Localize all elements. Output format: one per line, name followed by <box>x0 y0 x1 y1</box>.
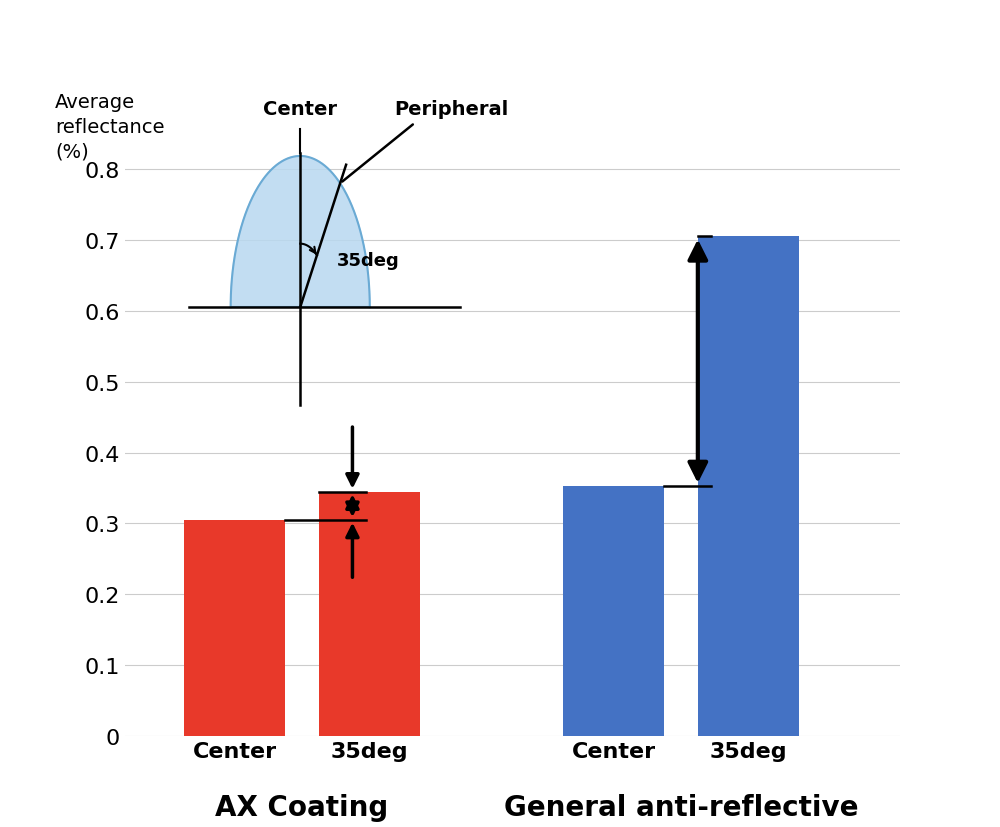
Text: Center: Center <box>263 100 337 119</box>
Bar <box>184 520 285 736</box>
Text: 35deg: 35deg <box>336 251 399 270</box>
Polygon shape <box>231 157 370 308</box>
Text: Average
reflectance
(%): Average reflectance (%) <box>55 93 165 162</box>
Text: AX Coating: AX Coating <box>215 793 389 821</box>
Bar <box>563 486 664 736</box>
Bar <box>319 492 420 736</box>
Bar <box>698 237 799 736</box>
Text: General anti-reflective
coating: General anti-reflective coating <box>504 793 858 827</box>
Text: Peripheral: Peripheral <box>394 100 508 119</box>
